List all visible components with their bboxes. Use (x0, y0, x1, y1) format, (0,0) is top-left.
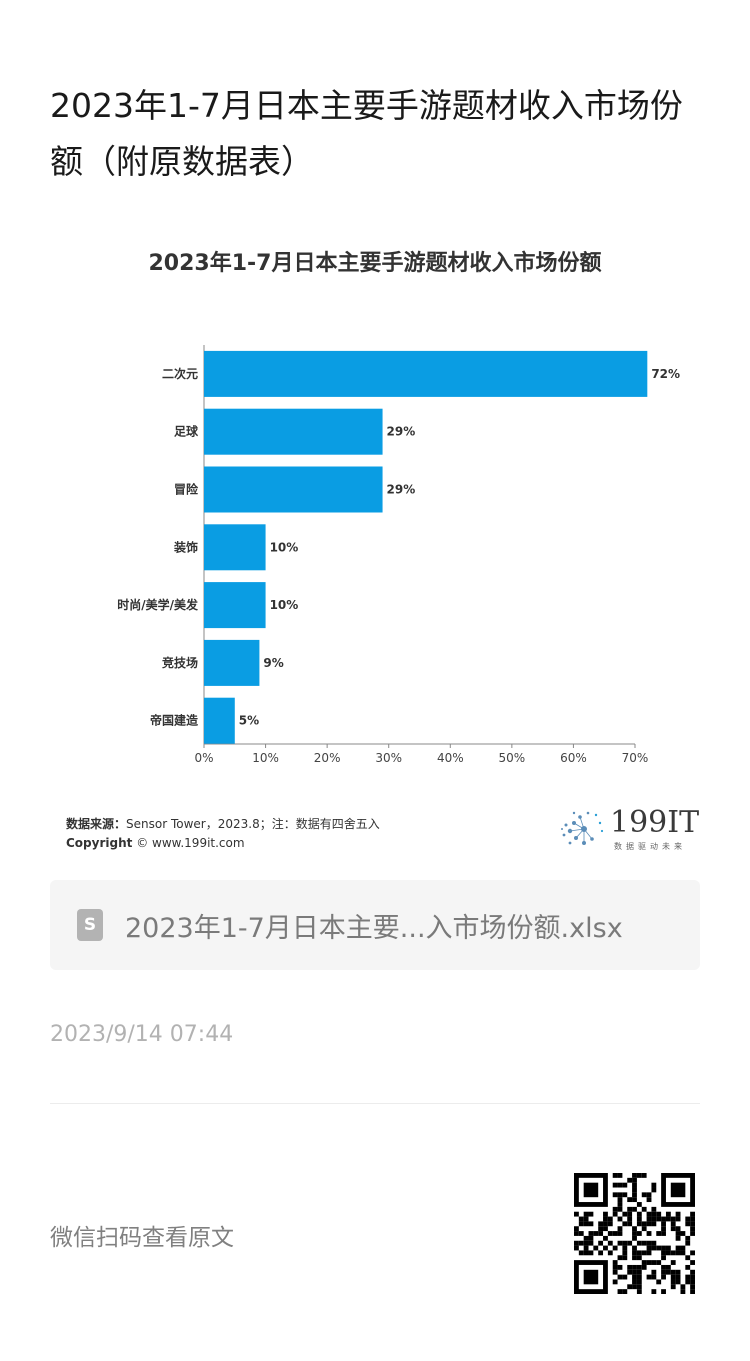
value-label: 9% (263, 656, 283, 670)
qr-code-icon[interactable] (574, 1173, 695, 1294)
x-tick-label: 50% (499, 751, 526, 765)
value-label: 5% (239, 714, 259, 728)
value-label: 10% (270, 598, 299, 612)
source-label: 数据来源： (66, 817, 127, 831)
brand-logo: 199IT 数据驱动未来 (560, 805, 699, 855)
category-label: 帝国建造 (150, 713, 199, 728)
category-label: 二次元 (162, 366, 198, 381)
x-tick-label: 10% (252, 751, 279, 765)
x-tick-label: 40% (437, 751, 464, 765)
x-tick-label: 0% (194, 751, 213, 765)
bar-3 (204, 524, 266, 571)
value-label: 29% (387, 425, 416, 439)
chart-title: 2023年1-7月日本主要手游题材收入市场份额 (148, 251, 602, 276)
value-label: 10% (270, 540, 299, 554)
value-label: 72% (651, 367, 680, 381)
divider (50, 1103, 700, 1104)
chart-copyright: Copyright © www.199it.com (66, 836, 245, 850)
x-tick-label: 60% (560, 751, 587, 765)
attachment-file-name[interactable]: 2023年1-7月日本主要...入市场份额.xlsx (125, 913, 623, 944)
x-tick-label: 30% (375, 751, 402, 765)
category-label: 冒险 (174, 482, 199, 497)
bar-1 (204, 408, 383, 455)
category-label: 时尚/美学/美发 (117, 597, 199, 612)
value-label: 29% (387, 483, 416, 497)
attachment-card[interactable]: S 2023年1-7月日本主要...入市场份额.xlsx (50, 880, 700, 970)
article-title: 2023年1-7月日本主要手游题材收入市场份额（附原数据表） (50, 86, 683, 182)
copyright-label: Copyright (66, 836, 133, 850)
category-label: 竞技场 (162, 655, 198, 670)
x-tick-label: 20% (314, 751, 341, 765)
bar-4 (204, 582, 266, 629)
chart-image: 2023年1-7月日本主要手游题材收入市场份额 二次元 72% 足球 29% 冒险 29%… (50, 225, 700, 865)
bar-chart: 二次元 72% 足球 29% 冒险 29% 装饰 10% 时尚/美学/美发 10% 竞技场 9% 帝国建… (117, 345, 680, 765)
bar-5 (204, 639, 260, 686)
category-label: 装饰 (173, 539, 198, 554)
copyright-url: www.199it.com (152, 836, 245, 850)
bar-2 (204, 466, 383, 513)
source-text: Sensor Tower，2023.8；注：数据有四舍五入 (126, 817, 380, 831)
logo-slogan: 数据驱动未来 (614, 842, 686, 851)
scan-to-view-text: 微信扫码查看原文 (50, 1225, 234, 1251)
bar-6 (204, 697, 235, 744)
x-tick-label: 70% (622, 751, 649, 765)
logo-burst-icon (561, 811, 604, 845)
spreadsheet-file-icon: S (77, 909, 103, 941)
logo-text: 199IT (610, 805, 700, 840)
publish-date: 2023/9/14 07:44 (50, 1022, 234, 1047)
chart-source: 数据来源：Sensor Tower，2023.8；注：数据有四舍五入 (66, 815, 380, 832)
bar-0 (204, 350, 648, 397)
category-label: 足球 (174, 424, 199, 439)
